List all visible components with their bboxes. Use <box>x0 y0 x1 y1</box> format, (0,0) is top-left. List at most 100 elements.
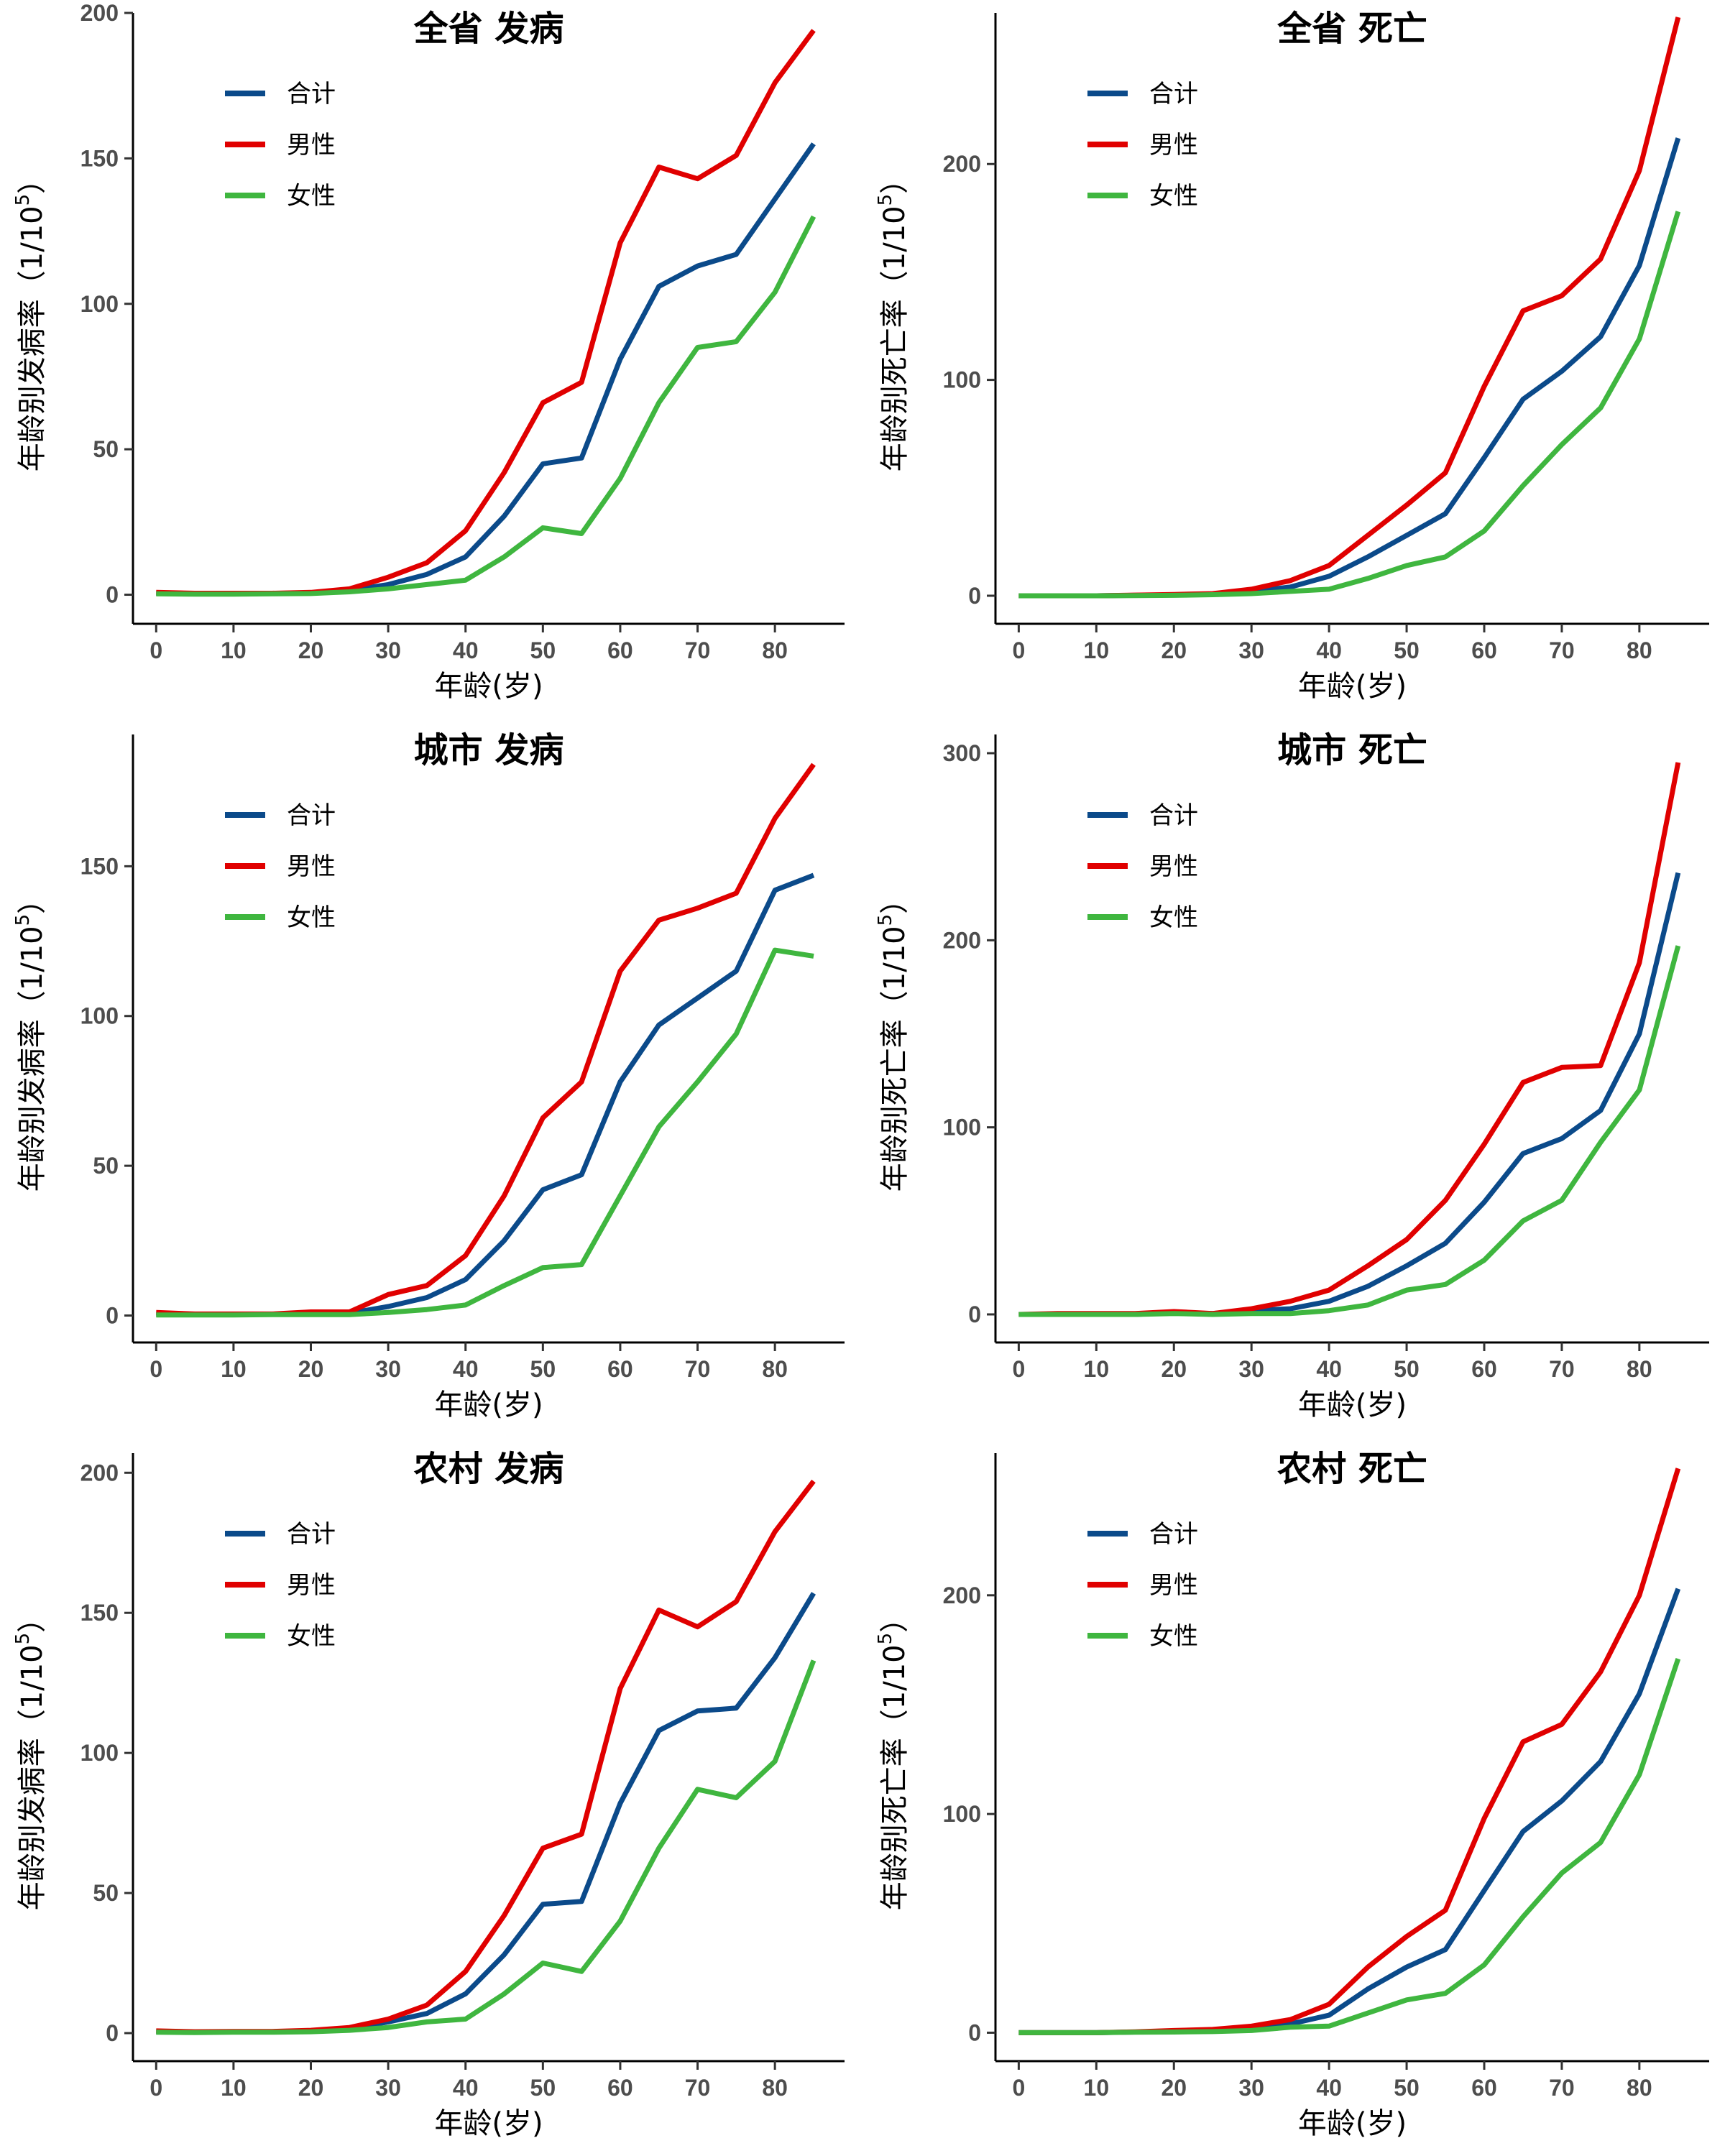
x-tick-label: 30 <box>1238 2075 1264 2101</box>
y-tick-label: 200 <box>943 927 981 953</box>
y-axis-label: 年龄别发病率（1/105） <box>12 1604 49 1910</box>
x-tick-label: 70 <box>1549 1356 1575 1382</box>
y-tick-label: 200 <box>80 1460 119 1485</box>
y-axis-label-exponent: 5 <box>875 914 896 926</box>
x-tick-label: 0 <box>150 637 162 663</box>
y-tick-label: 300 <box>943 740 981 766</box>
series-line-合计 <box>1018 137 1681 599</box>
x-tick-label: 50 <box>530 637 556 663</box>
x-tick-label: 20 <box>1161 637 1187 663</box>
x-tick-label: 30 <box>375 637 401 663</box>
x-tick-label: 40 <box>1316 637 1342 663</box>
x-tick-label: 70 <box>685 1356 711 1382</box>
x-tick-label: 20 <box>298 2075 324 2101</box>
x-tick-label: 50 <box>530 2075 556 2101</box>
y-axis-label-main: 年龄别死亡率（1/10 <box>878 206 911 471</box>
legend-label: 合计 <box>1149 801 1198 830</box>
series-line-合计 <box>156 142 816 596</box>
y-axis-label-main: 年龄别发病率（1/10 <box>16 1644 49 1910</box>
y-tick-label: 0 <box>968 2019 981 2045</box>
series-line-女性 <box>156 215 816 597</box>
legend-label: 合计 <box>287 801 336 830</box>
legend-label: 男性 <box>1149 852 1198 881</box>
x-tick-label: 60 <box>607 1356 633 1382</box>
x-tick-label: 60 <box>1471 1356 1497 1382</box>
x-tick-label: 30 <box>375 1356 401 1382</box>
x-tick-label: 40 <box>1316 1356 1342 1382</box>
x-tick-label: 40 <box>1316 2075 1342 2101</box>
legend-label: 女性 <box>1149 1622 1198 1651</box>
series-line-女性 <box>156 947 814 1318</box>
y-tick-label: 50 <box>93 1880 119 1906</box>
series-line-女性 <box>1018 211 1681 599</box>
x-tick-label: 70 <box>1549 637 1575 663</box>
y-axis-label-main: 年龄别死亡率（1/10 <box>878 1644 911 1910</box>
legend-label: 合计 <box>1149 80 1198 109</box>
y-axis-label-exponent: 5 <box>12 914 34 926</box>
y-axis-label-exponent: 5 <box>875 1633 896 1645</box>
x-axis-label: 年龄(岁) <box>434 670 543 703</box>
y-tick-label: 100 <box>80 1003 119 1029</box>
series-line-男性 <box>1018 17 1681 599</box>
x-tick-label: 10 <box>1084 637 1110 663</box>
legend-label: 女性 <box>287 903 336 932</box>
x-tick-label: 20 <box>298 1356 324 1382</box>
x-tick-label: 30 <box>1238 1356 1264 1382</box>
x-tick-label: 50 <box>530 1356 556 1382</box>
x-tick-label: 60 <box>607 637 633 663</box>
x-tick-label: 80 <box>762 1356 788 1382</box>
x-tick-label: 80 <box>762 2075 788 2101</box>
series-line-合计 <box>156 872 815 1317</box>
legend-label: 女性 <box>1149 903 1198 932</box>
legend-label: 合计 <box>287 80 336 109</box>
x-tick-label: 30 <box>375 2075 401 2101</box>
x-tick-label: 10 <box>1084 1356 1110 1382</box>
legend-label: 合计 <box>287 1520 336 1549</box>
y-tick-label: 50 <box>93 436 119 462</box>
series-line-合计 <box>156 1592 816 2035</box>
y-tick-label: 200 <box>943 151 981 177</box>
y-axis-label-suffix: ） <box>878 165 911 194</box>
y-axis-label-suffix: ） <box>878 885 911 914</box>
y-tick-label: 50 <box>93 1153 119 1179</box>
legend-label: 女性 <box>287 182 336 211</box>
y-tick-label: 100 <box>80 1740 119 1766</box>
legend-label: 男性 <box>1149 131 1198 160</box>
panel-title: 全省 发病 <box>413 9 564 49</box>
series-line-男性 <box>156 1479 816 2035</box>
x-tick-label: 60 <box>1471 2075 1497 2101</box>
y-axis-label-exponent: 5 <box>875 194 896 206</box>
x-tick-label: 40 <box>453 2075 479 2101</box>
y-tick-label: 150 <box>80 853 119 879</box>
x-tick-label: 10 <box>221 1356 247 1382</box>
y-axis-label-main: 年龄别发病率（1/10 <box>16 206 49 471</box>
y-tick-label: 0 <box>106 2020 119 2046</box>
series-line-女性 <box>156 1659 816 2035</box>
y-axis-label-main: 年龄别发病率（1/10 <box>16 926 49 1192</box>
series-line-合计 <box>1018 1588 1681 2035</box>
x-tick-label: 40 <box>453 637 479 663</box>
x-tick-label: 0 <box>1012 2075 1025 2101</box>
x-tick-label: 0 <box>150 2075 162 2101</box>
y-axis-label: 年龄别发病率（1/105） <box>12 885 49 1192</box>
x-axis-label: 年龄(岁) <box>1298 2107 1407 2140</box>
x-tick-label: 80 <box>1627 637 1652 663</box>
x-axis-label: 年龄(岁) <box>434 2107 543 2140</box>
x-tick-label: 20 <box>1161 1356 1187 1382</box>
y-tick-label: 150 <box>80 145 119 171</box>
series-line-女性 <box>1018 1657 1681 2035</box>
y-axis-label-suffix: ） <box>16 1604 49 1633</box>
y-tick-label: 100 <box>80 291 119 317</box>
y-axis-label-main: 年龄别死亡率（1/10 <box>878 926 911 1192</box>
series-line-男性 <box>1018 1468 1681 2035</box>
